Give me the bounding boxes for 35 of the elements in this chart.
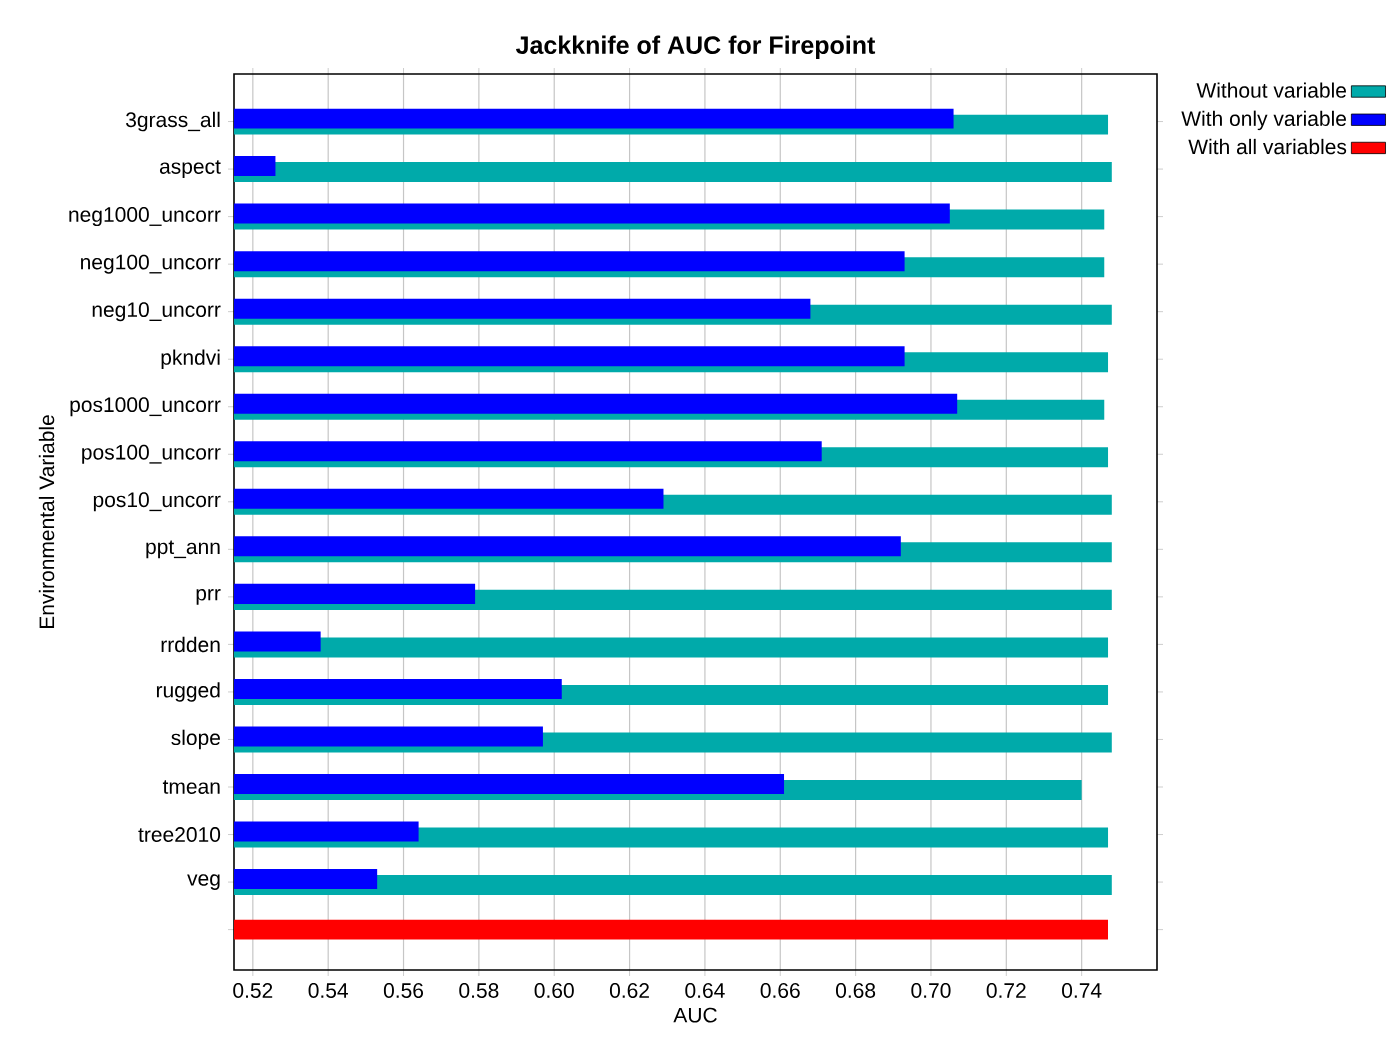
x-tick-label: 0.66 — [760, 983, 800, 998]
y-tick-label: slope — [171, 729, 220, 750]
y-tick-label: pos10_uncorr — [93, 492, 221, 512]
y-tick-label: tmean — [162, 780, 220, 794]
y-tick-label: rugged — [156, 682, 220, 702]
y-tick-label: pkndvi — [161, 349, 220, 369]
legend-label: Without variable — [1196, 82, 1346, 98]
y-tick-label: tree2010 — [138, 827, 221, 842]
y-tick-label: ppt_ann — [146, 540, 220, 559]
x-tick-label: 0.58 — [459, 983, 499, 998]
x-tick-label: 0.64 — [685, 983, 725, 998]
y-tick-label: 3grass_all — [126, 111, 220, 132]
y-tick-label: neg10_uncorr — [92, 302, 221, 322]
chart-title: Jackknife of AUC for Firepoint — [516, 35, 876, 59]
legend-label: With all variables — [1188, 138, 1347, 155]
y-tick-label: pos1000_uncorr — [70, 397, 221, 417]
y-tick-label: prr — [196, 589, 221, 605]
x-tick-label: 0.70 — [911, 983, 951, 998]
x-axis-title: AUC — [673, 1007, 717, 1023]
x-tick-label: 0.72 — [986, 983, 1026, 998]
y-tick-label: neg1000_uncorr — [69, 207, 221, 227]
y-tick-label: pos100_uncorr — [82, 444, 221, 464]
y-tick-label: veg — [187, 874, 220, 890]
x-tick-label: 0.74 — [1062, 983, 1102, 998]
y-axis-title: Environmental Variable — [38, 415, 55, 629]
x-tick-label: 0.62 — [609, 983, 649, 998]
x-tick-label: 0.68 — [836, 983, 876, 998]
y-tick-label: rrdden — [161, 636, 220, 653]
y-tick-label: aspect — [159, 160, 221, 179]
x-tick-label: 0.60 — [534, 983, 574, 998]
x-tick-label: 0.54 — [308, 983, 348, 998]
legend-label: With only variable — [1181, 110, 1346, 131]
x-tick-label: 0.56 — [383, 983, 424, 998]
x-tick-label: 0.52 — [233, 983, 273, 998]
y-tick-label: neg100_uncorr — [81, 254, 221, 274]
